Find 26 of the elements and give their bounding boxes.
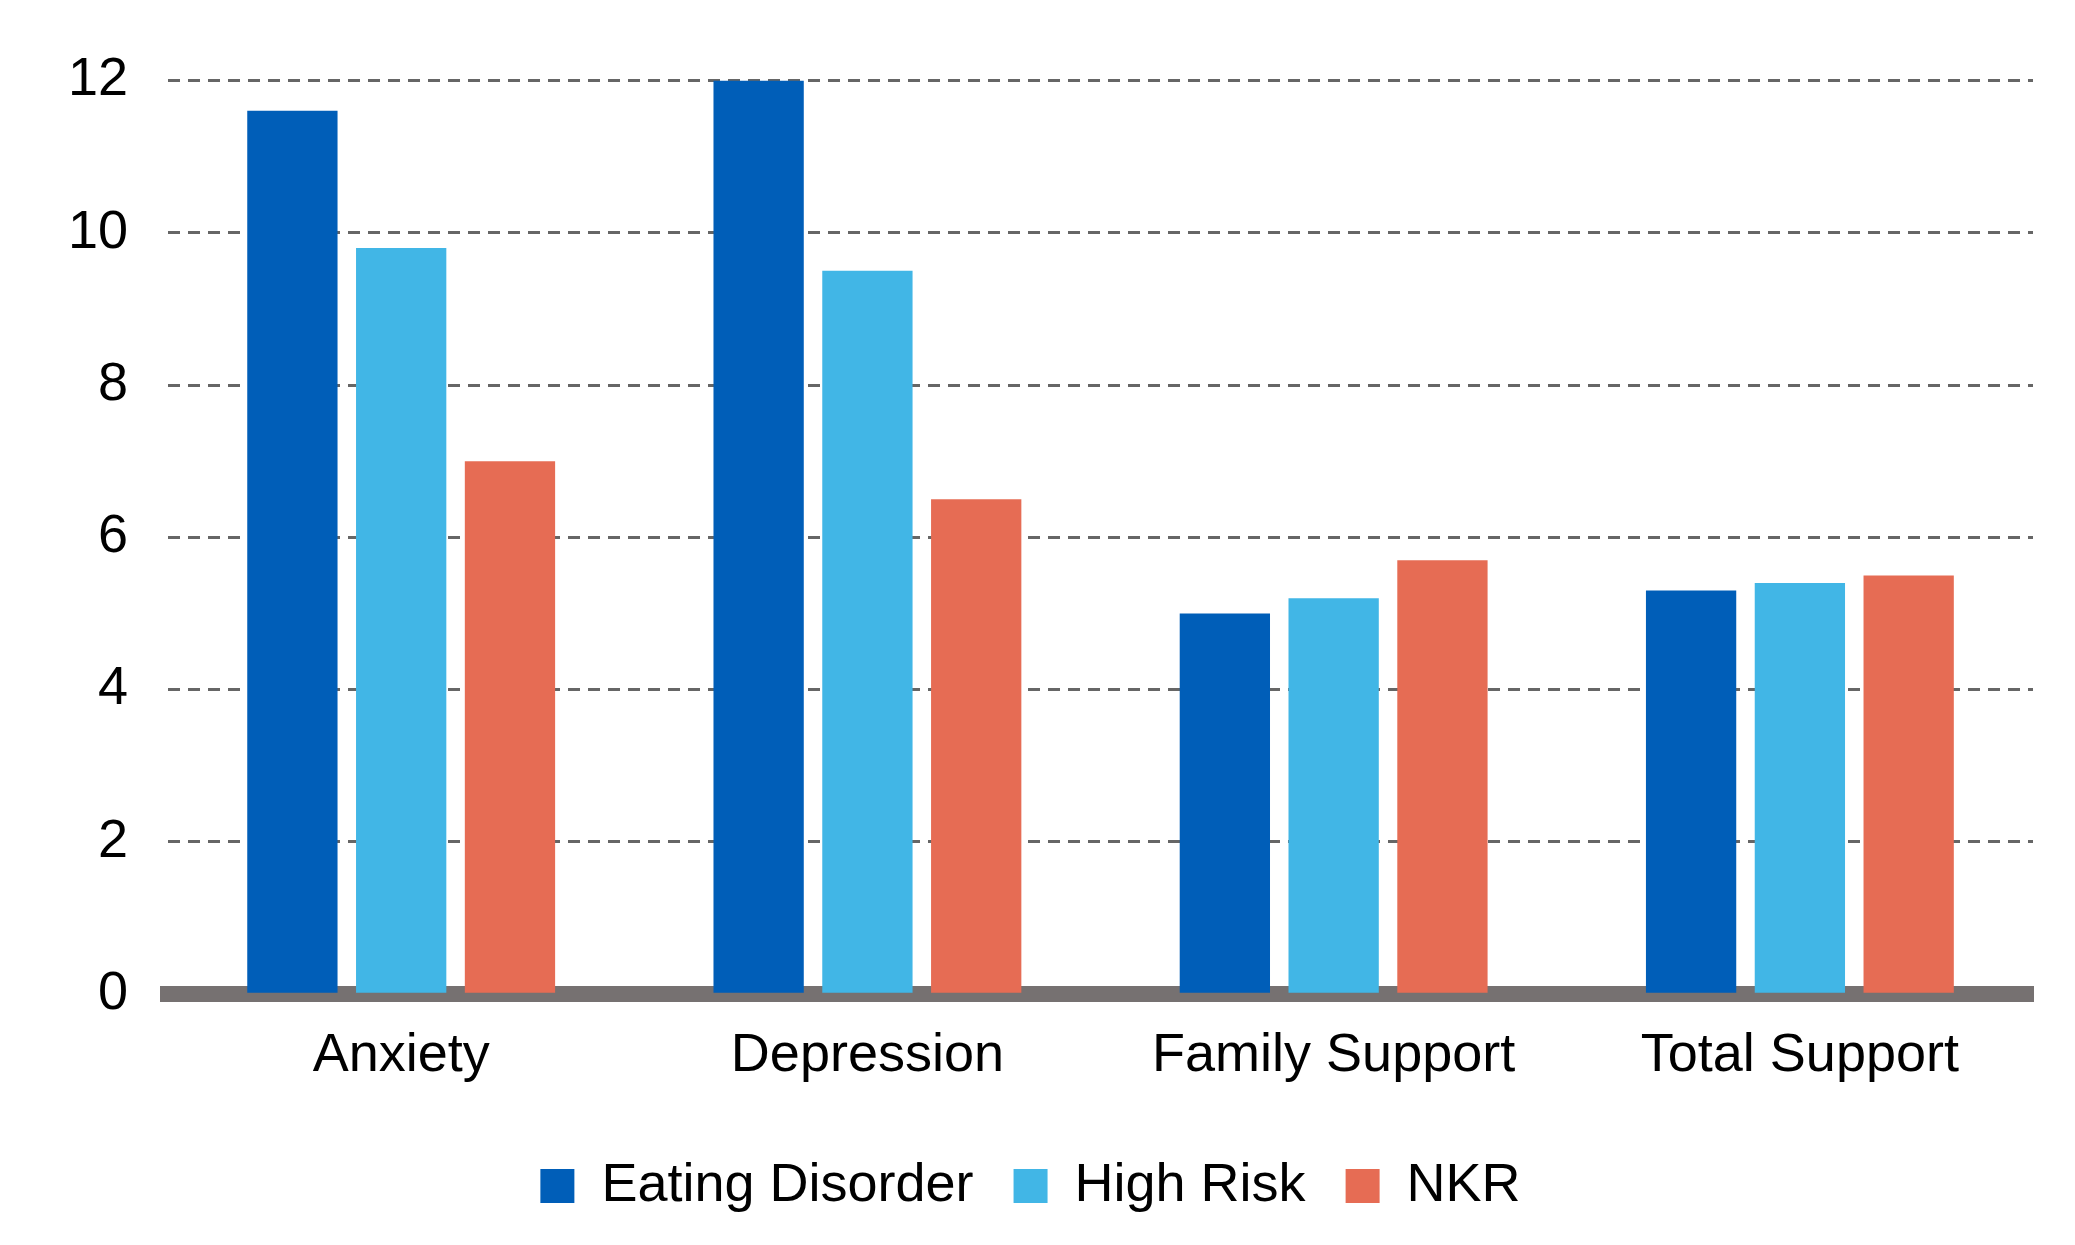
legend-label: NKR: [1406, 1151, 1521, 1212]
bar: [1645, 590, 1737, 993]
legend-label: High Risk: [1074, 1151, 1307, 1212]
x-tick-label: Depression: [730, 1022, 1004, 1083]
bar: [1288, 598, 1379, 993]
y-tick-label: 4: [98, 655, 129, 716]
bar: [931, 499, 1022, 993]
y-tick-label: 0: [98, 960, 129, 1021]
y-tick-label: 8: [98, 350, 129, 411]
bar: [356, 247, 447, 993]
bar: [464, 461, 556, 993]
y-tick-label: 12: [67, 46, 129, 107]
y-tick-label: 10: [67, 198, 129, 259]
bar: [247, 110, 338, 993]
x-tick-label: Family Support: [1152, 1022, 1516, 1083]
y-tick-label: 2: [98, 807, 129, 868]
bar: [1754, 582, 1846, 993]
bar: [713, 80, 804, 993]
bar: [1863, 575, 1954, 993]
y-tick-label: 6: [98, 503, 129, 564]
bar: [822, 270, 913, 993]
bar: [1179, 613, 1271, 993]
bar: [1397, 560, 1488, 993]
x-tick-label: Anxiety: [312, 1022, 490, 1083]
legend-label: Eating Disorder: [601, 1151, 974, 1212]
x-tick-label: Total Support: [1640, 1022, 1959, 1083]
